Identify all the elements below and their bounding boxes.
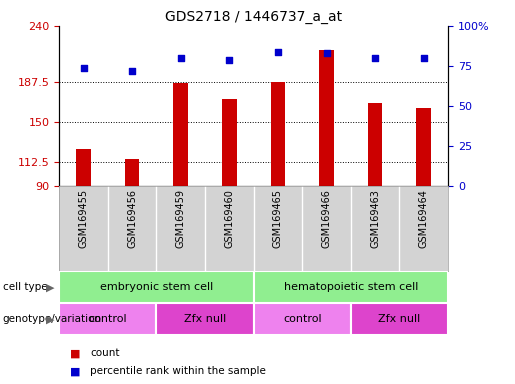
Text: genotype/variation: genotype/variation [3, 314, 101, 324]
Point [274, 49, 282, 55]
Bar [222, 99, 236, 186]
Text: GSM169464: GSM169464 [419, 189, 429, 248]
Bar [271, 82, 285, 186]
Bar [319, 50, 334, 186]
Point [177, 55, 185, 61]
Bar [157, 303, 253, 335]
Text: GSM169459: GSM169459 [176, 189, 186, 248]
Text: Zfx null: Zfx null [184, 314, 226, 324]
Text: control: control [283, 314, 321, 324]
Title: GDS2718 / 1446737_a_at: GDS2718 / 1446737_a_at [165, 10, 342, 24]
Text: cell type: cell type [3, 282, 47, 292]
Text: GSM169465: GSM169465 [273, 189, 283, 248]
Text: count: count [90, 348, 119, 358]
Bar [368, 103, 383, 186]
Text: embryonic stem cell: embryonic stem cell [100, 282, 213, 292]
Bar [253, 303, 351, 335]
Point [128, 68, 136, 74]
Point [371, 55, 379, 61]
Point [79, 65, 88, 71]
Text: hematopoietic stem cell: hematopoietic stem cell [284, 282, 418, 292]
Text: GSM169466: GSM169466 [321, 189, 332, 248]
Point [420, 55, 428, 61]
Text: ▶: ▶ [45, 282, 54, 292]
Bar [351, 303, 448, 335]
Text: Zfx null: Zfx null [379, 314, 421, 324]
Bar [76, 149, 91, 186]
Bar [125, 159, 140, 186]
Bar [59, 303, 157, 335]
Text: ■: ■ [70, 348, 80, 358]
Point [225, 57, 233, 63]
Text: GSM169463: GSM169463 [370, 189, 380, 248]
Bar [59, 271, 253, 303]
Text: ■: ■ [70, 366, 80, 376]
Text: control: control [89, 314, 127, 324]
Text: percentile rank within the sample: percentile rank within the sample [90, 366, 266, 376]
Bar [253, 271, 448, 303]
Text: GSM169456: GSM169456 [127, 189, 137, 248]
Bar [417, 108, 431, 186]
Text: ▶: ▶ [45, 314, 54, 324]
Text: GSM169460: GSM169460 [225, 189, 234, 248]
Text: GSM169455: GSM169455 [78, 189, 89, 248]
Point [322, 50, 331, 56]
Bar [174, 83, 188, 186]
